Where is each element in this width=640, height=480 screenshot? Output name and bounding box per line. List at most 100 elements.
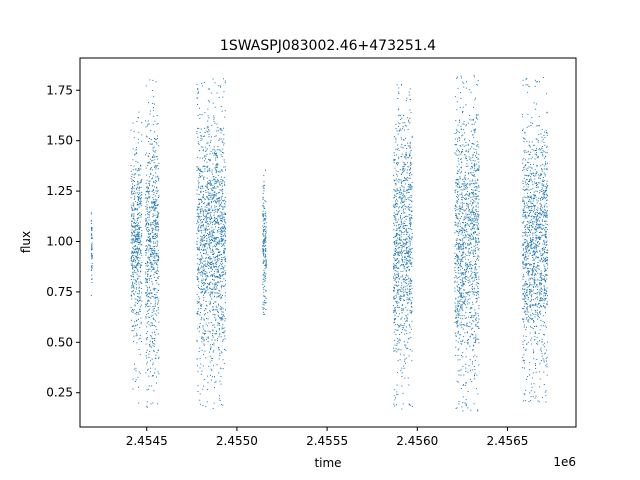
data-point (157, 296, 159, 298)
data-point (155, 253, 157, 255)
data-point (135, 281, 137, 283)
data-point (411, 210, 413, 212)
data-point (155, 272, 157, 274)
data-point (398, 156, 400, 158)
data-point (216, 180, 218, 182)
data-point (157, 302, 159, 304)
data-point (158, 145, 160, 147)
data-point (157, 224, 159, 225)
data-point (457, 381, 459, 383)
data-point (395, 123, 397, 125)
data-point (197, 167, 199, 169)
data-point (404, 216, 406, 218)
data-point (145, 154, 146, 156)
data-point (468, 220, 470, 222)
data-point (208, 204, 210, 206)
data-point (197, 311, 199, 313)
data-point (222, 205, 224, 207)
data-point (474, 186, 476, 188)
data-point (458, 181, 460, 183)
data-point (134, 255, 136, 257)
data-point (399, 196, 401, 198)
data-point (262, 214, 264, 216)
data-point (91, 258, 93, 260)
data-point (462, 149, 464, 150)
data-point (132, 252, 134, 254)
data-point (203, 196, 204, 198)
data-point (402, 243, 404, 245)
data-point (137, 300, 138, 302)
data-point (472, 207, 474, 209)
data-point (410, 226, 412, 227)
data-point (463, 384, 465, 386)
data-point (397, 273, 399, 275)
data-point (400, 286, 402, 288)
data-point (201, 291, 203, 293)
data-point (475, 253, 477, 255)
data-point (197, 273, 199, 275)
data-point (405, 216, 407, 218)
data-point (146, 179, 148, 181)
data-point (131, 191, 132, 193)
data-point (91, 269, 93, 271)
data-point (264, 200, 266, 202)
data-point (130, 279, 132, 280)
data-point (470, 237, 472, 239)
data-point (131, 215, 133, 216)
data-point (401, 367, 403, 369)
data-point (264, 208, 266, 209)
data-point (477, 178, 479, 180)
data-point (408, 246, 410, 248)
data-point (213, 344, 215, 346)
data-point (136, 258, 138, 260)
data-point (202, 365, 204, 367)
data-point (152, 337, 154, 339)
data-point (475, 269, 477, 271)
data-point (405, 249, 407, 251)
data-point (213, 152, 215, 154)
data-point (139, 263, 141, 265)
data-point (464, 332, 466, 334)
data-point (396, 242, 398, 244)
data-point (472, 194, 474, 196)
data-point (146, 174, 148, 176)
data-point (403, 180, 405, 181)
data-point (472, 283, 473, 285)
data-point (262, 245, 264, 247)
data-point (263, 190, 265, 192)
data-point (215, 153, 217, 155)
data-point (219, 400, 221, 401)
data-point (462, 304, 464, 306)
data-point (140, 226, 142, 228)
data-point (133, 239, 134, 241)
data-point (459, 223, 461, 225)
data-point (264, 233, 266, 235)
data-point (471, 277, 473, 279)
data-point (394, 324, 396, 326)
data-point (475, 193, 477, 195)
data-point (263, 174, 265, 176)
data-point (264, 169, 266, 171)
data-point (469, 237, 471, 239)
data-point (147, 227, 149, 228)
data-point (222, 319, 224, 321)
data-point (198, 287, 199, 288)
data-point (204, 170, 206, 172)
data-point (152, 260, 154, 262)
data-point (217, 163, 219, 165)
data-point (206, 237, 208, 239)
data-point (405, 277, 406, 279)
data-point (220, 86, 221, 88)
data-point (155, 172, 157, 174)
data-point (221, 265, 223, 267)
data-point (475, 272, 477, 274)
data-point (137, 251, 139, 253)
data-point (213, 120, 215, 122)
data-point (207, 254, 209, 256)
data-point (460, 125, 462, 127)
data-point (221, 328, 223, 330)
data-point (211, 179, 213, 181)
data-point (460, 294, 462, 296)
data-point (154, 182, 156, 184)
data-point (221, 296, 222, 298)
